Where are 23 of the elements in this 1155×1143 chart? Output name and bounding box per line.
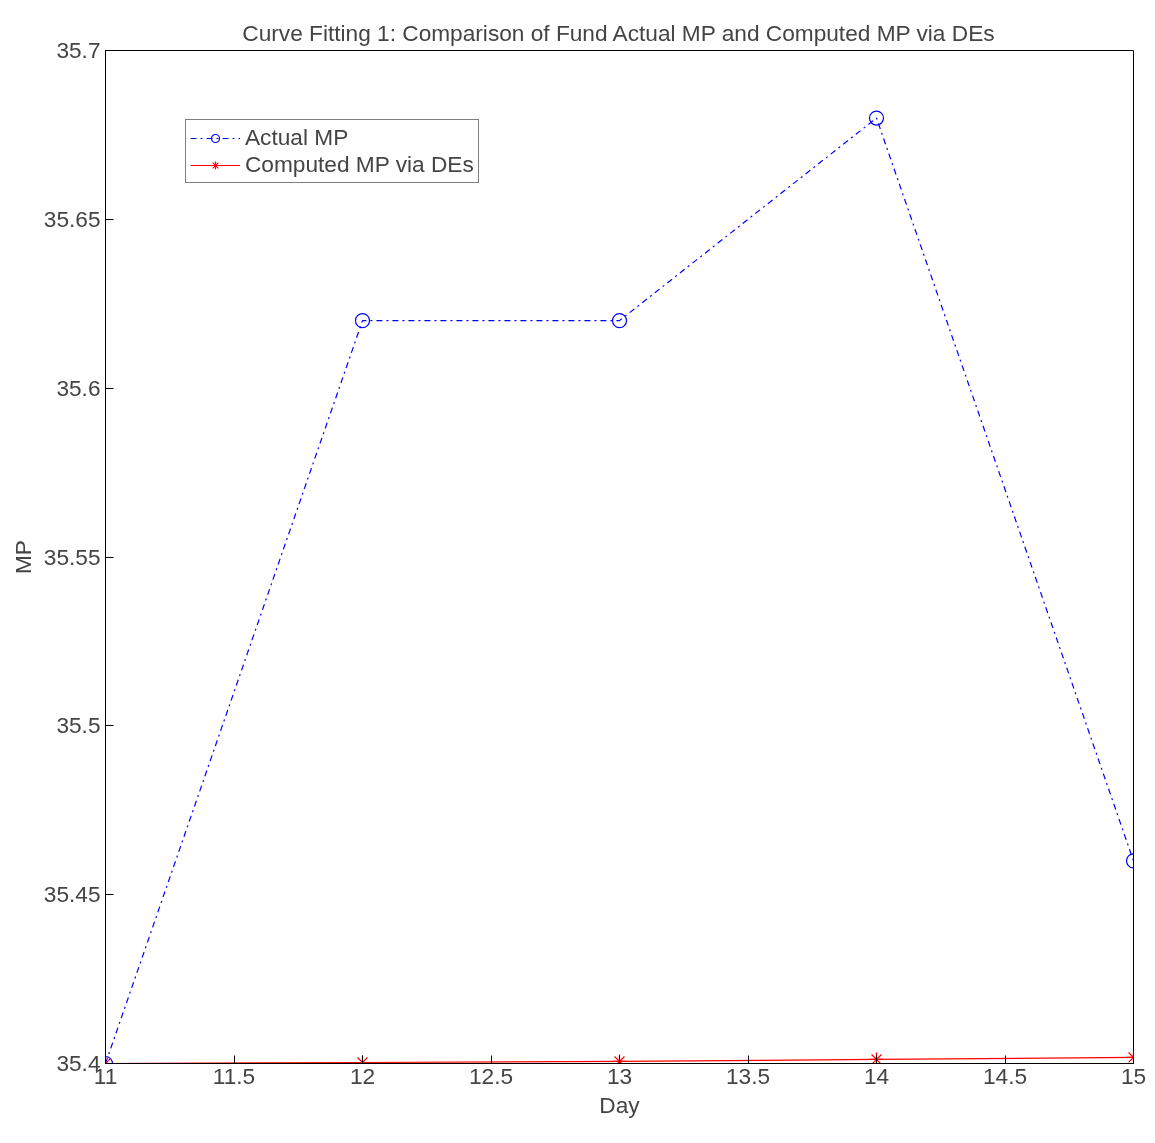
- y-tick-label: 35.55: [43, 543, 101, 570]
- x-tick-label: 15: [1120, 1062, 1147, 1089]
- point: [868, 1051, 885, 1064]
- y-tick-label: 35.45: [43, 881, 101, 908]
- y-tick-label: 35.7: [56, 37, 101, 63]
- point: [868, 110, 885, 126]
- x-tick-label: 11.5: [212, 1062, 256, 1089]
- legend-label: Actual MP: [245, 124, 349, 151]
- x-tick-label: 14: [863, 1062, 890, 1089]
- y-axis-title: MP: [9, 540, 36, 574]
- point: [611, 313, 628, 329]
- x-tick-label: 14.5: [982, 1062, 1028, 1089]
- x-axis-title: Day: [599, 1091, 641, 1118]
- point: [354, 313, 371, 329]
- x-tick-label: 12: [349, 1062, 376, 1089]
- chart-title: Curve Fitting 1: Comparison of Fund Actual MP and Computed MP via DEs: [242, 19, 995, 46]
- legend-label: Computed MP via DEs: [245, 151, 474, 178]
- y-tick-label: 35.6: [56, 374, 101, 401]
- y-tick-label: 35.5: [56, 712, 101, 739]
- x-tick-label: 13: [606, 1062, 633, 1089]
- y-tick-label: 35.65: [43, 205, 101, 232]
- x-tick-label: 12.5: [468, 1062, 514, 1089]
- x-tick-label: 13.5: [725, 1062, 771, 1089]
